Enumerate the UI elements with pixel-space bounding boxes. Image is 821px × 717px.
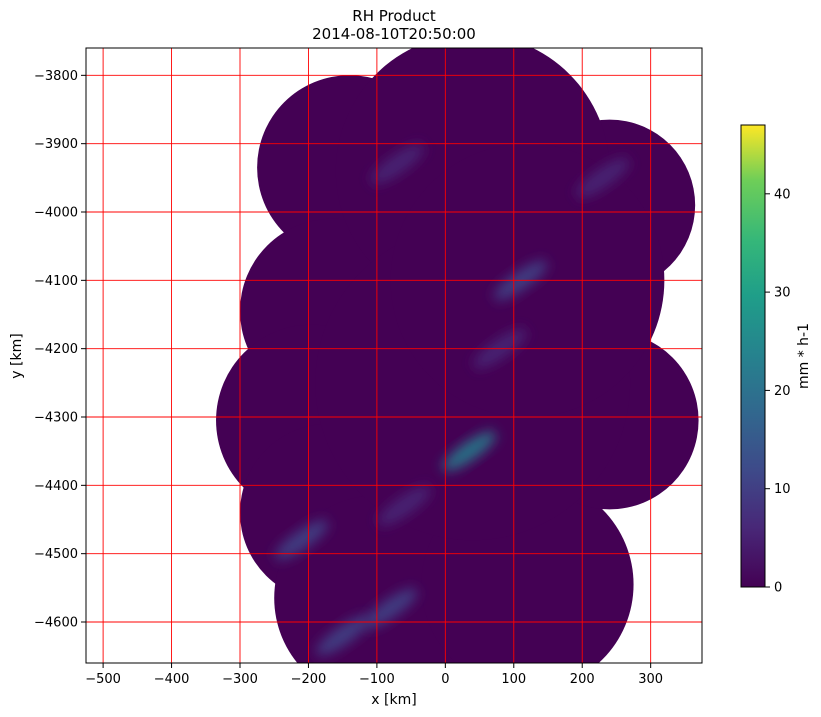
x-axis-ticks: −500 −400 −300 −200 −100 0 100 200 300 [85, 663, 663, 687]
colorbar-tick-label: 20 [774, 384, 791, 399]
chart-title: RH Product [352, 7, 436, 25]
y-tick-label: −4300 [34, 411, 78, 426]
precipitation-cell [370, 144, 425, 184]
x-tick-label: 300 [638, 672, 663, 687]
precipitation-cell [442, 431, 497, 471]
x-tick-label: −200 [291, 672, 327, 687]
precipitation-cell [315, 615, 370, 656]
y-axis-label: y [km] [9, 333, 25, 378]
chart-subtitle: 2014-08-10T20:50:00 [312, 25, 476, 43]
colorbar-gradient [740, 124, 766, 588]
y-tick-label: −4600 [34, 616, 78, 631]
y-tick-label: −4400 [34, 479, 78, 494]
colorbar-tick-label: 40 [774, 187, 791, 202]
colorbar-tick-label: 0 [774, 581, 782, 596]
precipitation-cell [274, 520, 329, 560]
y-tick-label: −4000 [34, 206, 78, 221]
x-axis-label: x [km] [371, 692, 416, 708]
precipitation-cell [576, 158, 630, 198]
colorbar-label: mm * h-1 [796, 323, 812, 389]
radar-coverage [216, 48, 699, 663]
x-tick-label: −400 [154, 672, 190, 687]
precipitation-cell-shape [442, 431, 497, 471]
x-tick-label: −500 [85, 672, 121, 687]
colorbar-tick-label: 10 [774, 482, 791, 497]
precipitation-cell-shape [576, 158, 630, 198]
y-tick-label: −3900 [34, 137, 78, 152]
x-tick-label: 200 [570, 672, 595, 687]
x-tick-label: −100 [359, 672, 395, 687]
y-axis-ticks: −3800 −3900 −4000 −4100 −4200 −4300 −4400 −4500… [34, 69, 86, 631]
precipitation-cell-shape [274, 520, 329, 560]
colorbar-ticks: 0 10 20 30 40 [765, 187, 791, 596]
grid-lines [86, 48, 702, 663]
colorbar-tick-label: 30 [774, 286, 791, 301]
y-tick-label: −3800 [34, 69, 78, 84]
precipitation-cell-shape [377, 486, 431, 526]
y-tick-label: −4200 [34, 342, 78, 357]
y-tick-label: −4100 [34, 274, 78, 289]
precipitation-cell [377, 486, 431, 526]
y-tick-label: −4500 [34, 547, 78, 562]
plot-area [86, 48, 702, 663]
x-tick-label: 100 [501, 672, 526, 687]
precipitation-cell-shape [370, 144, 425, 184]
plot-frame [85, 47, 703, 664]
precipitation-cell-shape [315, 615, 370, 656]
colorbar: 0 10 20 30 40 mm * h-1 [740, 124, 812, 596]
x-tick-label: 0 [441, 672, 449, 687]
x-tick-label: −300 [222, 672, 258, 687]
